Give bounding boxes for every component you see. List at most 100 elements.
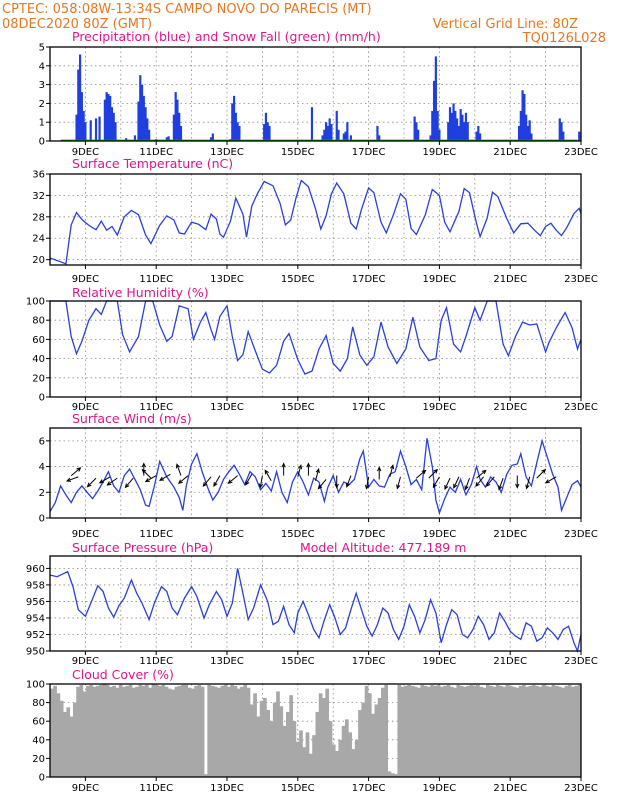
cloud-bar: [249, 704, 254, 777]
wind-arrow-head: [544, 479, 550, 484]
wind-arrow-shaft: [432, 476, 440, 488]
panel-frame: [49, 427, 582, 519]
cloud-bar: [440, 686, 444, 777]
cloud-bar: [508, 685, 513, 777]
wind-arrow: [432, 476, 440, 489]
precip-bar: [172, 114, 175, 141]
cloud-bar: [482, 687, 487, 777]
cloud-bar: [505, 684, 510, 777]
precip-bar: [321, 135, 324, 141]
precip-bar: [519, 110, 522, 141]
cloud-bar: [289, 695, 293, 777]
cloud-bar: [263, 697, 267, 777]
precip-bar: [144, 107, 147, 141]
cloud-bar: [266, 710, 271, 777]
cloud-bar: [184, 684, 189, 777]
cloud-bar: [79, 684, 84, 777]
cloud-bar: [217, 687, 221, 777]
y-tick-label: 36: [32, 170, 45, 181]
cloud-bar: [220, 685, 225, 777]
panel-title: Surface Temperature (nC): [72, 156, 233, 171]
wind-arrow-head: [124, 483, 130, 489]
cloud-bar: [151, 684, 156, 777]
cloud-bar: [459, 685, 464, 777]
cloud-bar: [322, 697, 326, 777]
x-tick-label: 19DEC: [423, 656, 457, 667]
cloud-bar: [446, 684, 451, 777]
y-tick-label: 40: [32, 354, 45, 365]
precip-bar: [342, 133, 345, 141]
cloud-bar: [148, 687, 153, 777]
wind-arrow: [98, 476, 111, 484]
header-model-code: TQ0126L028: [522, 31, 606, 46]
precip-bar: [125, 138, 128, 141]
cloud-bar: [469, 684, 474, 777]
cloud-bar: [99, 684, 103, 777]
x-tick-label: 23DEC: [564, 402, 598, 413]
panel-frame: [49, 300, 582, 398]
wind-arrow: [389, 464, 395, 477]
wind-arrow: [245, 474, 253, 486]
wind-arrow: [141, 462, 147, 476]
wind-series-line: [49, 438, 582, 516]
panel-frame: [49, 46, 582, 142]
y-tick-label: 960: [26, 564, 45, 575]
x-tick-label: 17DEC: [352, 656, 386, 667]
cloud-bar: [315, 711, 320, 777]
wind-arrow: [141, 468, 152, 479]
wind-arrow-head: [106, 481, 112, 486]
wind-arrow-head: [377, 466, 382, 472]
cloud-bar: [456, 684, 461, 777]
cloud-bar: [59, 700, 64, 777]
cloud-bar: [318, 693, 323, 777]
wind-arrow-shaft: [526, 476, 531, 489]
cloud-bar: [472, 685, 477, 777]
wind-arrow-head: [158, 476, 164, 481]
precip-bar: [528, 120, 531, 141]
precip-bar: [323, 129, 326, 141]
precip-bar: [174, 92, 177, 141]
y-tick-label: 40: [32, 735, 45, 746]
precip-bar: [176, 99, 179, 141]
cloud-bar: [135, 686, 139, 777]
precip-bar: [310, 107, 314, 141]
y-tick-label: 6: [39, 436, 45, 447]
wind-arrow: [377, 466, 382, 480]
y-tick-label: 5: [39, 43, 45, 54]
cloud-bar: [190, 688, 195, 777]
x-tick-label: 13DEC: [210, 147, 244, 158]
precip-bar: [326, 125, 329, 141]
panel-temp: Surface Temperature (nC) 20 24 28 32 36 9DEC 11…: [32, 156, 598, 285]
panel-frame: [49, 683, 582, 778]
cloud-bar: [394, 774, 398, 777]
wind-arrow-shaft: [145, 475, 157, 483]
cloud-bar: [145, 684, 149, 777]
cloud-bar: [240, 686, 244, 777]
wind-arrow: [498, 477, 504, 491]
wind-arrow: [177, 475, 189, 485]
wind-arrow-shaft: [315, 468, 320, 481]
panel-title: Relative Humidity (%): [72, 285, 209, 300]
wind-arrow-head: [432, 483, 437, 489]
precip-bar: [337, 129, 340, 141]
cloud-bar: [567, 684, 572, 777]
cloud-bar: [426, 686, 431, 777]
cloud-bar: [246, 687, 251, 777]
x-tick-label: 23DEC: [564, 529, 598, 540]
cloud-bar: [253, 693, 257, 777]
x-tick-label: 9DEC: [72, 656, 99, 667]
cloud-bar: [453, 687, 457, 777]
wind-arrow-head: [177, 479, 183, 485]
precip-bar: [448, 107, 452, 141]
wind-arrow: [124, 477, 134, 489]
x-tick-label: 13DEC: [210, 656, 244, 667]
wind-arrow-head: [141, 468, 147, 474]
precip-bar: [325, 122, 328, 141]
x-tick-label: 9DEC: [72, 147, 99, 158]
x-tick-label: 23DEC: [564, 147, 598, 158]
precip-bar: [264, 112, 268, 141]
cloud-bar: [125, 685, 130, 777]
wind-arrow: [544, 476, 557, 484]
panel-rh: Relative Humidity (%) 0 20 40 60 80 100 9DEC 11D…: [26, 285, 598, 413]
precip-bar: [436, 110, 439, 141]
